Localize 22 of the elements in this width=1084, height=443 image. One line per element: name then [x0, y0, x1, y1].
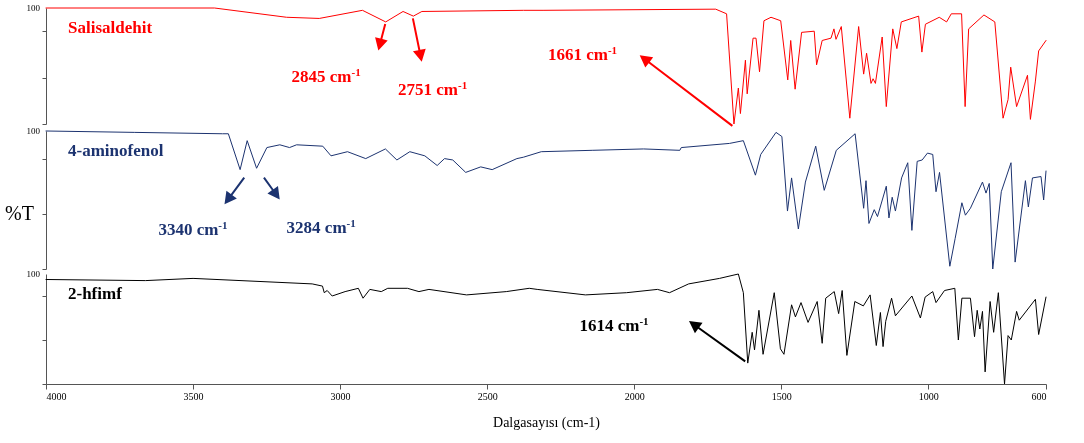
x-tick-label: 4000: [46, 390, 67, 402]
x-tick-label: 1000: [918, 390, 939, 402]
annotation: 1661 cm$^{-1}$: [547, 44, 618, 65]
y-axis-title: %T: [5, 202, 34, 225]
annotation: 3284 cm$^{-1}$: [286, 217, 356, 238]
x-axis-title: Dalgasayısı (cm-1): [493, 414, 601, 431]
text: 100: [26, 269, 41, 279]
text: 100: [26, 3, 41, 13]
text: 100: [26, 126, 41, 136]
x-tick-label: 3000: [330, 390, 351, 402]
x-tick-label: 2000: [624, 390, 645, 402]
x-tick-label: 1500: [771, 390, 792, 402]
x-tick-label: 600: [1031, 390, 1047, 402]
series-label: 4-aminofenol: [68, 141, 164, 160]
x-tick-label: 3500: [183, 390, 204, 402]
x-tick-label: 2500: [477, 390, 498, 402]
annotation: 1614 cm$^{-1}$: [579, 314, 649, 335]
annotation: 2845 cm$^{-1}$: [291, 65, 361, 86]
annotation: 3340 cm$^{-1}$: [158, 218, 228, 239]
series-label: 2-hfimf: [68, 284, 123, 303]
series-label: Salisaldehit: [68, 18, 153, 37]
annotation: 2751 cm$^{-1}$: [398, 79, 468, 100]
